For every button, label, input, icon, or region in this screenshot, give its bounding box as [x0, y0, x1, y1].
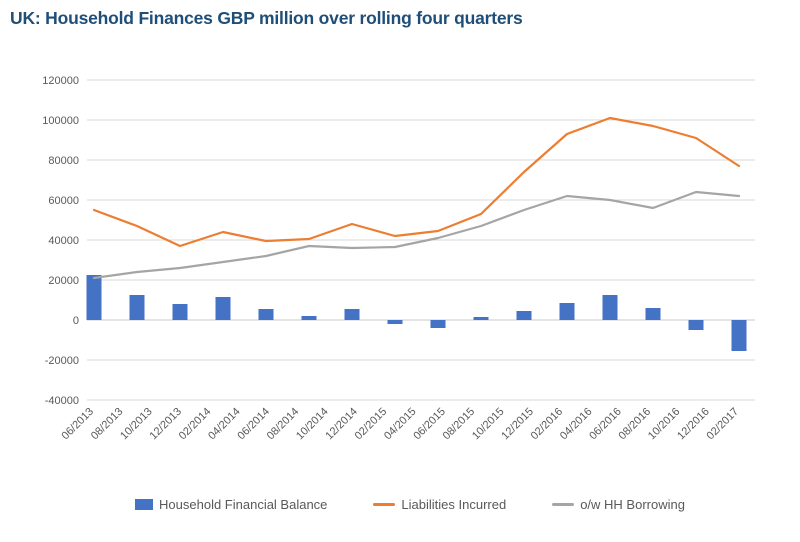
svg-text:0: 0 [73, 315, 79, 327]
chart-title: UK: Household Finances GBP million over … [10, 8, 523, 28]
svg-text:120000: 120000 [42, 75, 79, 87]
legend-item-ow-hh-borrowing: o/w HH Borrowing [552, 497, 685, 512]
chart-legend: Household Financial Balance Liabilities … [60, 497, 760, 512]
svg-text:-40000: -40000 [45, 395, 79, 407]
legend-label-household-financial-balance: Household Financial Balance [159, 497, 328, 512]
svg-text:100000: 100000 [42, 115, 79, 127]
legend-label-liabilities-incurred: Liabilities Incurred [401, 497, 507, 512]
svg-text:60000: 60000 [48, 195, 79, 207]
orange-line-swatch-icon [373, 503, 396, 506]
gray-line-swatch-icon [552, 503, 575, 506]
svg-text:20000: 20000 [48, 275, 79, 287]
svg-text:02/2017: 02/2017 [705, 406, 742, 443]
svg-text:-20000: -20000 [45, 355, 79, 367]
legend-item-liabilities-incurred: Liabilities Incurred [373, 497, 506, 512]
svg-text:40000: 40000 [48, 235, 79, 247]
svg-text:80000: 80000 [48, 155, 79, 167]
legend-item-household-financial-balance: Household Financial Balance [135, 497, 327, 512]
legend-label-ow-hh-borrowing: o/w HH Borrowing [580, 497, 685, 512]
bar-series-swatch-icon [135, 499, 154, 510]
